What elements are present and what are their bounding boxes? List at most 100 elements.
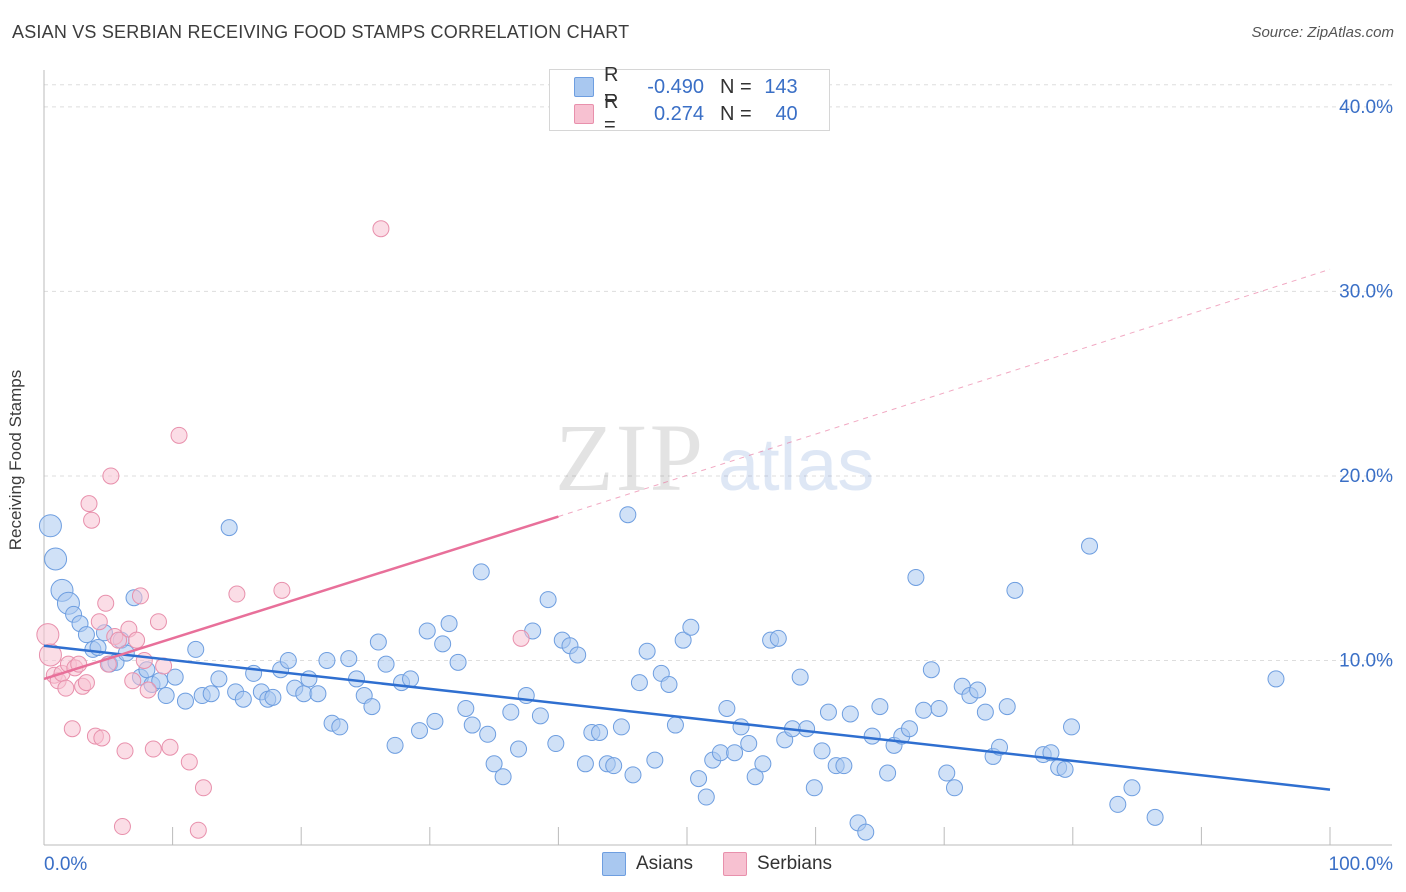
- n-label: N =: [720, 102, 752, 125]
- asian-point: [863, 727, 881, 745]
- asian-point: [210, 670, 228, 688]
- serbians-swatch: [574, 104, 594, 124]
- asian-point: [612, 718, 630, 736]
- asian-point: [202, 685, 220, 703]
- serbian-point: [512, 629, 530, 647]
- legend-item-asians: Asians: [602, 852, 693, 876]
- asian-point: [457, 699, 475, 717]
- asian-point: [976, 703, 994, 721]
- asian-point: [1056, 760, 1074, 778]
- asian-point: [340, 650, 358, 668]
- y-tick-label: 30.0%: [1339, 281, 1393, 302]
- serbian-point: [144, 740, 162, 758]
- asian-point: [569, 646, 587, 664]
- asian-point: [220, 519, 238, 537]
- serbian-point: [149, 613, 167, 631]
- serbian-point: [113, 818, 131, 836]
- asian-point: [798, 720, 816, 738]
- asian-point: [418, 622, 436, 640]
- serbian-point: [135, 651, 153, 669]
- asian-point: [718, 699, 736, 717]
- source-label: Source: ZipAtlas.com: [1251, 24, 1394, 41]
- asian-point: [539, 591, 557, 609]
- asian-point: [1063, 718, 1081, 736]
- legend-item-serbians: Serbians: [723, 852, 832, 876]
- asian-point: [740, 735, 758, 753]
- asian-point: [295, 685, 313, 703]
- serbian-point: [97, 594, 115, 612]
- serbians-legend-label: Serbians: [757, 853, 833, 874]
- chart-title: ASIAN VS SERBIAN RECEIVING FOOD STAMPS C…: [12, 22, 630, 42]
- asians-points: [38, 506, 1285, 841]
- watermark-atlas: atlas: [718, 423, 874, 506]
- asian-point: [697, 788, 715, 806]
- asian-point: [841, 705, 859, 723]
- asian-point: [930, 699, 948, 717]
- asian-point: [494, 768, 512, 786]
- asian-point: [440, 615, 458, 633]
- asian-point: [1081, 537, 1099, 555]
- asian-point: [157, 687, 175, 705]
- asian-point: [732, 718, 750, 736]
- serbian-point: [77, 674, 95, 692]
- asian-point: [922, 661, 940, 679]
- serbian-point: [128, 631, 146, 649]
- asian-point: [402, 670, 420, 688]
- asian-point: [726, 744, 744, 762]
- asian-point: [711, 744, 729, 762]
- r-value: 0.274: [653, 102, 704, 125]
- asian-point: [166, 668, 184, 686]
- asian-point: [479, 725, 497, 743]
- r-label: R =: [604, 91, 619, 136]
- asian-point: [77, 626, 95, 644]
- asian-point: [769, 629, 787, 647]
- asian-point: [746, 768, 764, 786]
- serbian-point: [57, 679, 75, 697]
- asian-point: [472, 563, 490, 581]
- asian-point: [1109, 795, 1127, 813]
- r-value: -0.490: [647, 75, 704, 98]
- legend-row-asians: R = -0.490 N = 143: [574, 64, 798, 109]
- correlation-legend: R = -0.490 N = 143 R = 0.274 N = 40: [549, 64, 830, 136]
- n-label: N =: [720, 75, 752, 98]
- asian-point: [309, 685, 327, 703]
- asian-point: [531, 707, 549, 725]
- asian-point: [411, 722, 429, 740]
- serbian-point: [273, 581, 291, 599]
- tick-labels: 10.0% 20.0% 30.0% 40.0% 0.0% 100.0%: [44, 97, 1393, 875]
- serbians-points: [36, 220, 530, 839]
- x-tick-label: 0.0%: [44, 854, 87, 875]
- asian-point: [426, 712, 444, 730]
- r-label: R =: [604, 64, 619, 109]
- asian-point: [234, 690, 252, 708]
- serbian-point: [161, 738, 179, 756]
- asian-point: [386, 736, 404, 754]
- n-value: 143: [764, 75, 798, 98]
- asian-point: [279, 651, 297, 669]
- asian-point: [619, 506, 637, 524]
- serbian-point: [228, 585, 246, 603]
- serbians-trend-line: [43, 515, 559, 681]
- asian-point: [502, 703, 520, 721]
- serbians-trend-extension: [558, 268, 1331, 518]
- asian-point: [646, 751, 664, 769]
- asians-legend-label: Asians: [636, 853, 694, 874]
- serbian-point: [372, 220, 390, 238]
- asian-point: [879, 764, 897, 782]
- serbian-point: [131, 587, 149, 605]
- asian-point: [591, 723, 609, 741]
- asian-point: [463, 716, 481, 734]
- serbian-point: [110, 631, 128, 649]
- asian-point: [945, 779, 963, 797]
- asian-point: [805, 779, 823, 797]
- legend-row-serbians: R = 0.274 N = 40: [574, 91, 798, 136]
- serbian-point: [83, 511, 101, 529]
- asians-legend-swatch: [602, 852, 626, 876]
- asian-point: [819, 703, 837, 721]
- asian-point: [754, 755, 772, 773]
- asian-point: [915, 701, 933, 719]
- serbian-point: [180, 753, 198, 771]
- asian-point: [666, 716, 684, 734]
- asian-point: [630, 674, 648, 692]
